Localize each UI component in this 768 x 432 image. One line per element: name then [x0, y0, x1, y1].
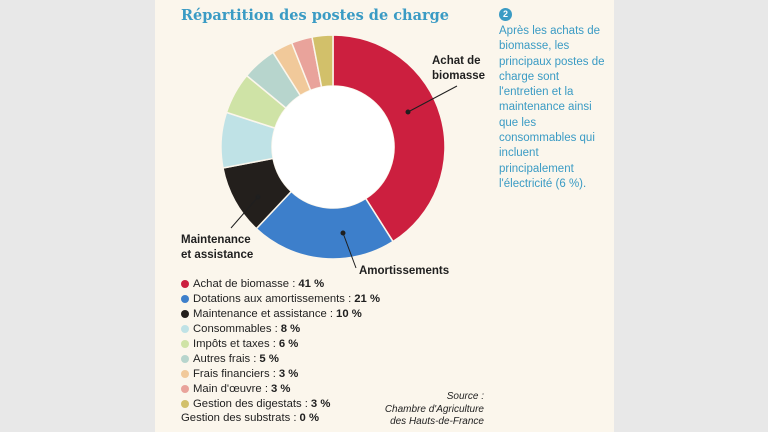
legend-value: 41 %	[298, 278, 325, 291]
note-text: Après les achats de biomasse, les princi…	[499, 25, 605, 190]
legend-item: Main d'œuvre :3 %	[181, 381, 380, 396]
callout-maintenance: Maintenance et assistance	[181, 233, 253, 263]
legend-swatch	[181, 384, 189, 393]
callout-achat-line-2: biomasse	[432, 70, 486, 82]
leader-line-amortissements	[342, 232, 357, 269]
legend-item: Achat de biomasse :41 %	[181, 277, 380, 292]
legend-swatch	[181, 354, 189, 363]
legend-swatch	[181, 295, 189, 304]
legend-label: Frais financiers :	[193, 367, 276, 380]
source-line-3: des Hauts-de-France	[390, 416, 484, 427]
legend-swatch	[181, 325, 189, 334]
source-credit: Source : Chambre d'Agriculture des Hauts…	[360, 391, 484, 429]
legend-value: 10 %	[336, 308, 362, 321]
legend-label: Achat de biomasse :	[193, 278, 296, 291]
legend-swatch	[181, 310, 189, 319]
leader-dot-maintenance	[255, 194, 261, 200]
legend-label: Impôts et taxes :	[193, 338, 276, 350]
leader-dot-achat	[405, 109, 411, 115]
leader-line-achat	[407, 85, 458, 113]
legend-item: Consommables :8 %	[181, 322, 380, 337]
legend-label: Main d'œuvre :	[193, 382, 268, 395]
donut-hole	[272, 86, 394, 208]
callout-maintenance-line-2: et assistance	[181, 249, 254, 261]
leader-dot-amortissements	[340, 230, 346, 236]
callout-achat-biomasse: Achat de biomasse	[432, 54, 485, 84]
legend-swatch	[181, 399, 189, 408]
legend-swatch	[181, 280, 189, 289]
legend-item: Maintenance et assistance :10 %	[181, 307, 380, 322]
leader-line-maintenance	[230, 196, 259, 229]
legend-value: 8 %	[280, 323, 301, 336]
legend-swatch	[181, 369, 189, 378]
source-line-1: Source :	[446, 391, 484, 402]
legend-label: Dotations aux amortissements :	[193, 293, 352, 306]
callout-amortissements: Amortissements	[359, 265, 450, 277]
legend-label: Gestion des substrats :	[181, 412, 297, 425]
legend-value: 3 %	[270, 382, 291, 395]
source-line-2: Chambre d'Agriculture	[384, 403, 484, 415]
chart-title: Répartition des postes de charge	[181, 7, 449, 24]
legend-label: Consommables :	[193, 323, 278, 336]
legend-value: 0 %	[299, 412, 320, 425]
legend-value: 3 %	[310, 397, 331, 410]
callout-maintenance-line-1: Maintenance	[181, 234, 251, 246]
legend-value: 6 %	[278, 338, 299, 350]
legend-label: Maintenance et assistance :	[193, 308, 334, 321]
legend-swatch	[181, 340, 189, 348]
legend-item: Impôts et taxes :6 %	[181, 337, 380, 352]
legend-value: 21 %	[354, 293, 380, 306]
legend-item: Gestion des substrats :0 %	[181, 411, 380, 426]
legend-label: Autres frais :	[193, 352, 257, 365]
legend-label: Gestion des digestats :	[193, 397, 308, 410]
legend-item: Autres frais :5 %	[181, 351, 380, 366]
note-number-badge: 2	[499, 8, 512, 21]
callout-achat-line-1: Achat de	[432, 55, 481, 67]
chart-legend: Achat de biomasse :41 % Dotations aux amo…	[181, 277, 380, 426]
legend-value: 5 %	[259, 352, 279, 365]
legend-item: Frais financiers :3 %	[181, 366, 380, 381]
legend-item: Dotations aux amortissements :21 %	[181, 292, 380, 307]
legend-item: Gestion des digestats :3 %	[181, 396, 380, 411]
legend-value: 3 %	[278, 367, 299, 380]
